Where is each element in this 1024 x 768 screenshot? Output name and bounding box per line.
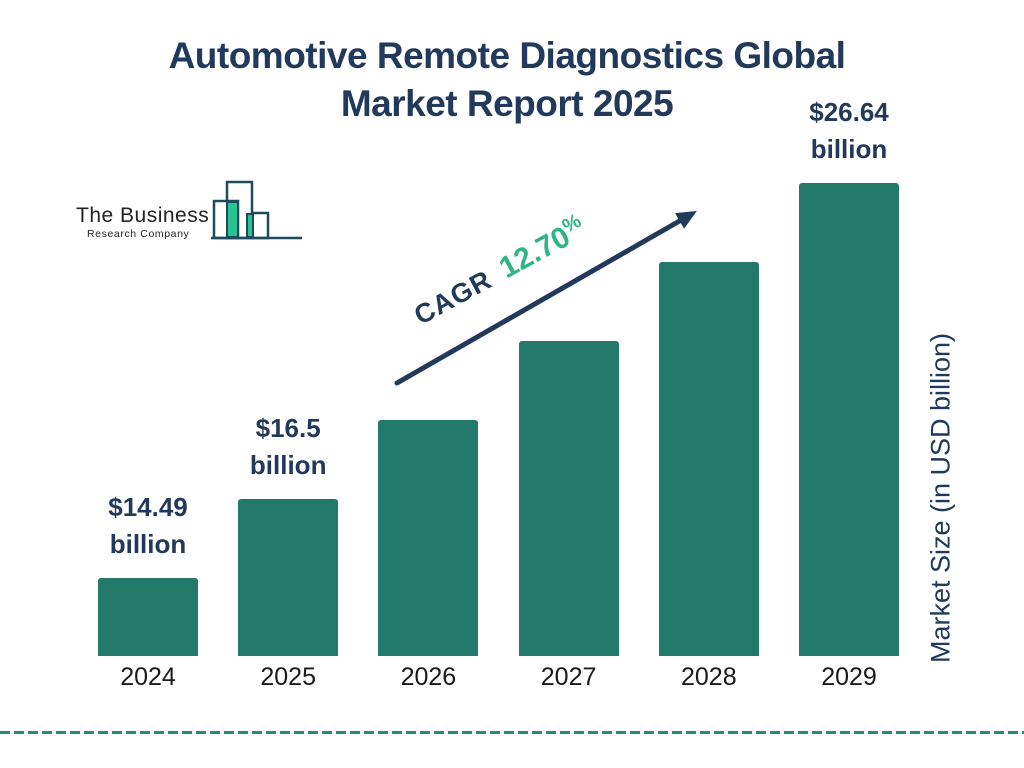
bar-2025	[238, 499, 339, 656]
value-label-unit: billion	[109, 529, 187, 559]
value-label-2029: $26.64 billion	[759, 94, 939, 168]
logo-bar-chart-icon	[211, 180, 303, 240]
company-logo-text: The Business Research Company	[76, 204, 209, 240]
page-title: Automotive Remote Diagnostics Global Mar…	[0, 32, 1014, 128]
bar-2026	[378, 420, 479, 656]
value-label-amount: $14.49	[108, 492, 188, 522]
x-tick-2026: 2026	[400, 663, 457, 691]
value-label-2025: $16.5 billion	[198, 410, 378, 484]
bar-2028	[658, 262, 759, 656]
bar-2029	[799, 183, 899, 656]
bar-2024	[98, 578, 198, 656]
x-tick-2028: 2028	[680, 663, 737, 691]
bar-2027	[518, 341, 619, 656]
logo-name: The Business	[76, 204, 210, 227]
value-label-amount: $16.5	[255, 413, 321, 443]
page-title-line2: Market Report 2025	[340, 83, 674, 124]
bottom-dashed-line	[0, 731, 1024, 734]
value-label-unit: billion	[249, 450, 327, 480]
value-label-2024: $14.49 billion	[58, 489, 238, 563]
value-label-amount: $26.64	[809, 97, 889, 127]
x-tick-2029: 2029	[821, 663, 877, 691]
cagr-trend-arrow	[394, 211, 697, 386]
page-title-line1: Automotive Remote Diagnostics Global	[168, 35, 846, 76]
x-tick-2024: 2024	[120, 663, 176, 691]
logo-subname: Research Company	[87, 228, 190, 240]
y-axis-label: Market Size (in USD billion)	[925, 332, 956, 664]
value-label-unit: billion	[810, 134, 888, 164]
company-logo: The Business Research Company	[76, 180, 305, 243]
cagr-value: 12.70	[493, 220, 576, 285]
x-tick-2027: 2027	[540, 663, 597, 691]
x-tick-2025: 2025	[260, 663, 316, 691]
